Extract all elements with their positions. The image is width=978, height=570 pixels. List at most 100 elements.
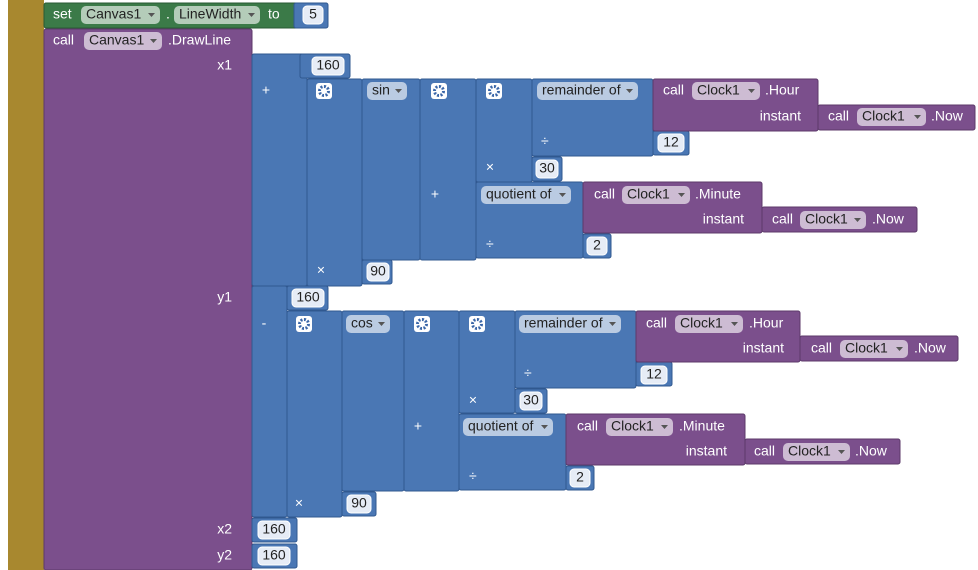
number-field[interactable]: [535, 159, 559, 179]
number-field[interactable]: [257, 546, 291, 566]
block[interactable]: [361, 78, 421, 261]
dropdown[interactable]: [463, 418, 553, 436]
dropdown[interactable]: [622, 186, 690, 204]
dropdown-label: quotient of: [486, 186, 551, 202]
mutator-gear[interactable]: [469, 316, 485, 332]
outer-block-edge: [8, 0, 44, 570]
dropdown-arrow: [378, 322, 385, 326]
block[interactable]: [419, 78, 477, 261]
block-label: instant: [760, 108, 801, 124]
mutator-gear[interactable]: [431, 83, 447, 99]
gear-icon: [471, 318, 483, 330]
block-label: ×: [295, 495, 303, 511]
number-field[interactable]: [346, 494, 372, 514]
mutator-gear[interactable]: [316, 83, 332, 99]
number-field[interactable]: [586, 236, 608, 256]
block-label: call: [754, 443, 775, 459]
mutator-gear[interactable]: [296, 316, 312, 332]
block-label: ÷: [541, 133, 549, 149]
number-field-value: 30: [523, 392, 539, 408]
dropdown[interactable]: [481, 186, 571, 204]
number-field[interactable]: [302, 5, 324, 25]
block[interactable]: [403, 310, 460, 492]
dropdown-label: Clock1: [845, 340, 888, 356]
dropdown-label: Clock1: [697, 82, 740, 98]
number-field[interactable]: [366, 262, 390, 282]
number-field-value: 30: [539, 160, 555, 176]
dropdown-arrow: [248, 13, 255, 17]
block-label: call: [646, 315, 667, 331]
number-field-value: 2: [576, 469, 584, 485]
block-label: ×: [486, 159, 494, 175]
dropdown[interactable]: [840, 340, 908, 358]
dropdown[interactable]: [81, 6, 160, 24]
dropdown[interactable]: [692, 82, 760, 100]
dropdown-arrow: [626, 89, 633, 93]
block-label: ÷: [486, 236, 494, 252]
block-label: call: [663, 82, 684, 98]
dropdown[interactable]: [606, 418, 673, 436]
number-field-value: 5: [309, 6, 317, 22]
number-field[interactable]: [569, 468, 591, 488]
gear-icon: [433, 85, 445, 97]
block-label: .Hour: [765, 82, 800, 98]
dropdown-label: Canvas1: [86, 6, 141, 22]
block-label: .Now: [855, 443, 888, 459]
number-field[interactable]: [257, 520, 291, 540]
mutator-gear[interactable]: [486, 83, 502, 99]
block-label: -: [262, 315, 267, 331]
number-field-value: 160: [316, 57, 340, 73]
block-label: ÷: [469, 468, 477, 484]
block-label: x1: [217, 57, 232, 73]
dropdown[interactable]: [367, 82, 407, 100]
block[interactable]: [286, 310, 343, 518]
dropdown-label: quotient of: [468, 418, 533, 434]
gear-icon: [488, 85, 500, 97]
dropdown[interactable]: [537, 82, 638, 100]
block-label: call: [53, 32, 74, 48]
block[interactable]: [306, 78, 363, 287]
dropdown[interactable]: [783, 443, 850, 461]
dropdown[interactable]: [800, 211, 866, 229]
number-field[interactable]: [640, 365, 668, 385]
block[interactable]: [475, 78, 533, 183]
dropdown-arrow: [559, 193, 566, 197]
mutator-gear[interactable]: [414, 316, 430, 332]
number-field[interactable]: [311, 56, 345, 76]
dropdown[interactable]: [84, 32, 162, 50]
block-label: call: [811, 340, 832, 356]
dropdown-label: sin: [372, 82, 390, 98]
block-label: ÷: [524, 365, 532, 381]
dropdown-arrow: [150, 39, 157, 43]
dropdown[interactable]: [675, 315, 743, 333]
block[interactable]: [251, 53, 308, 287]
dropdown-arrow: [541, 425, 548, 429]
block-label: .Now: [872, 211, 905, 227]
dropdown-arrow: [609, 322, 616, 326]
dropdown[interactable]: [857, 108, 926, 126]
block[interactable]: [458, 310, 516, 414]
number-field[interactable]: [291, 288, 325, 308]
number-field[interactable]: [657, 133, 685, 153]
block[interactable]: [251, 285, 288, 518]
dropdown[interactable]: [174, 6, 260, 24]
dropdown[interactable]: [346, 315, 390, 333]
block-label: .Minute: [679, 418, 725, 434]
gear-icon: [318, 85, 330, 97]
number-field-value: 160: [262, 521, 286, 537]
dropdown-arrow: [854, 218, 861, 222]
block-label: y1: [217, 289, 232, 305]
dropdown-label: Clock1: [862, 108, 905, 124]
block-label: instant: [703, 211, 744, 227]
dropdown-arrow: [838, 450, 845, 454]
block-label: .Minute: [695, 186, 741, 202]
block[interactable]: [341, 310, 405, 492]
dropdown[interactable]: [519, 315, 621, 333]
dropdown-label: Canvas1: [89, 32, 144, 48]
block-label: call: [772, 211, 793, 227]
dropdown-arrow: [678, 193, 685, 197]
block-label: .Hour: [749, 315, 784, 331]
dropdown-arrow: [148, 13, 155, 17]
number-field[interactable]: [519, 391, 543, 411]
dropdown-label: remainder of: [524, 315, 603, 331]
